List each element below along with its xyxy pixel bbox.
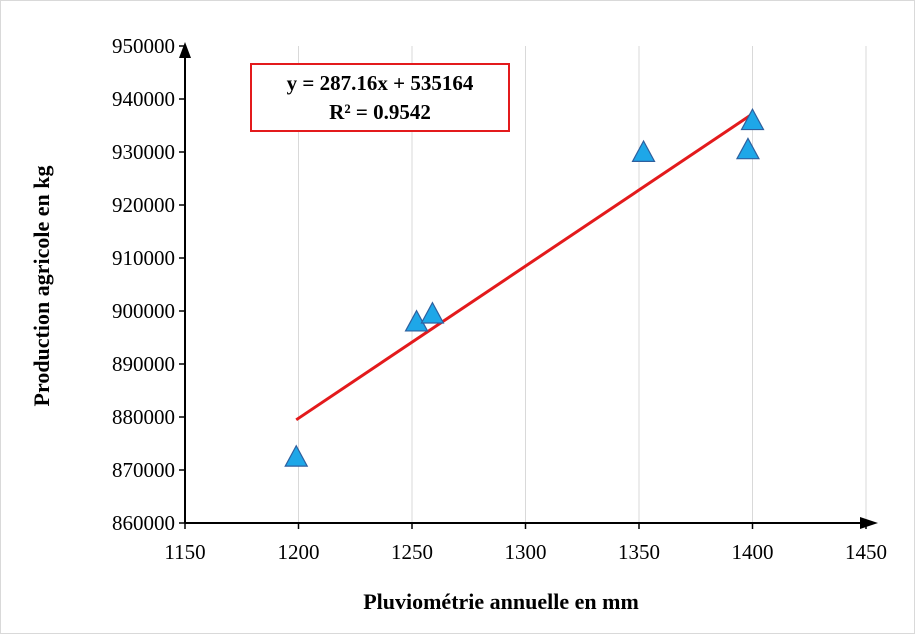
x-tick-label: 1200 [278, 540, 320, 564]
regression-equation: y = 287.16x + 535164 [287, 71, 474, 95]
trendline [295, 112, 754, 422]
y-tick-label: 860000 [112, 511, 175, 535]
regression-annotation: y = 287.16x + 535164 R² = 0.9542 [250, 63, 510, 132]
x-axis-title: Pluviométrie annuelle en mm [363, 589, 639, 614]
x-tick-label: 1350 [618, 540, 660, 564]
trendline-layer [295, 112, 754, 422]
x-tick-label: 1450 [845, 540, 887, 564]
annotation-box [250, 63, 510, 132]
data-points [284, 107, 765, 467]
data-point [420, 301, 445, 324]
x-tick-label: 1250 [391, 540, 433, 564]
y-tick-label: 890000 [112, 352, 175, 376]
x-axis-arrow [860, 517, 878, 529]
y-tick-label: 950000 [112, 34, 175, 58]
y-tick-label: 910000 [112, 246, 175, 270]
y-tick-label: 920000 [112, 193, 175, 217]
data-point [631, 139, 656, 162]
y-axis-arrow [179, 42, 191, 58]
x-tick-label: 1400 [732, 540, 774, 564]
x-tick-label: 1300 [505, 540, 547, 564]
y-tick-label: 930000 [112, 140, 175, 164]
y-tick-labels: 860000 870000 880000 890000 900000 910000 9200… [112, 34, 175, 535]
r-squared: R² = 0.9542 [329, 100, 431, 124]
data-point [284, 444, 309, 467]
axes [179, 42, 878, 529]
y-tick-label: 880000 [112, 405, 175, 429]
data-point [735, 137, 760, 160]
data-point [740, 107, 765, 131]
y-tick-label: 900000 [112, 299, 175, 323]
y-tick-label: 870000 [112, 458, 175, 482]
x-tick-label: 1150 [164, 540, 205, 564]
x-tick-labels: 1150 1200 1250 1300 1350 1400 1450 [164, 540, 887, 564]
y-axis-title: Production agricole en kg [29, 166, 54, 407]
y-tick-label: 940000 [112, 87, 175, 111]
